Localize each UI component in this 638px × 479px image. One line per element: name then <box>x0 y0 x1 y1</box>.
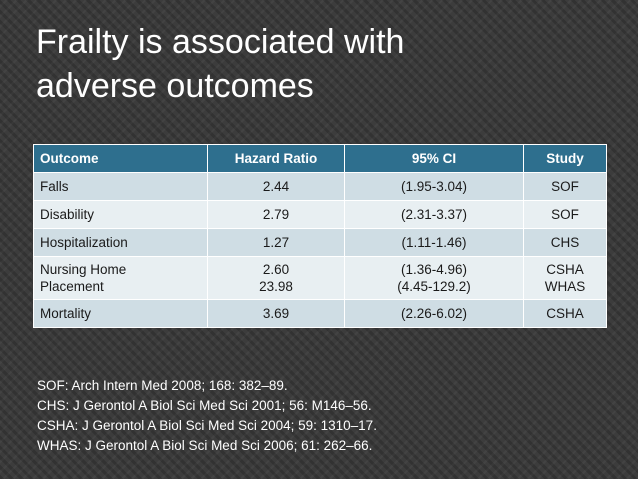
cell-ci-line: (1.95-3.04) <box>400 179 468 194</box>
cell-study: CSHA WHAS <box>523 256 607 300</box>
cell-outcome: Disability <box>33 200 208 229</box>
cell-outcome: Mortality <box>33 299 208 328</box>
cell-outcome-line: Hospitalization <box>40 235 128 250</box>
cell-study-line: WHAS <box>544 279 586 294</box>
header-outcome: Outcome <box>33 144 208 173</box>
cell-hazard-ratio-line: 2.44 <box>262 179 290 194</box>
table-row: Falls 2.44 (1.95-3.04) SOF <box>33 172 607 201</box>
cell-outcome: Hospitalization <box>33 228 208 257</box>
cell-study: SOF <box>523 200 607 229</box>
cell-ci-line: (4.45-129.2) <box>397 279 471 294</box>
reference-sof: SOF: Arch Intern Med 2008; 168: 382–89. <box>37 378 288 393</box>
cell-hazard-ratio: 3.69 <box>207 299 345 328</box>
cell-hazard-ratio: 1.27 <box>207 228 345 257</box>
cell-ci-line: (1.11-1.46) <box>401 235 467 250</box>
cell-hazard-ratio-line: 1.27 <box>262 235 290 250</box>
cell-ci: (2.26-6.02) <box>344 299 524 328</box>
cell-study-line: SOF <box>551 207 579 222</box>
cell-hazard-ratio: 2.79 <box>207 200 345 229</box>
reference-chs: CHS: J Gerontol A Biol Sci Med Sci 2001;… <box>37 398 372 413</box>
cell-study: SOF <box>523 172 607 201</box>
table-row: Disability 2.79 (2.31-3.37) SOF <box>33 200 607 229</box>
cell-ci-line: (2.31-3.37) <box>400 207 468 222</box>
table-row: Hospitalization 1.27 (1.11-1.46) CHS <box>33 228 607 257</box>
cell-outcome-line: Placement <box>40 279 104 294</box>
cell-hazard-ratio: 2.60 23.98 <box>207 256 345 300</box>
cell-hazard-ratio-line: 2.79 <box>262 207 290 222</box>
reference-csha: CSHA: J Gerontol A Biol Sci Med Sci 2004… <box>37 418 377 433</box>
cell-ci-line: (2.26-6.02) <box>400 306 468 321</box>
cell-hazard-ratio: 2.44 <box>207 172 345 201</box>
cell-ci: (2.31-3.37) <box>344 200 524 229</box>
header-hazard-ratio: Hazard Ratio <box>207 144 345 173</box>
cell-study-line: CHS <box>550 235 580 250</box>
cell-hazard-ratio-line: 3.69 <box>262 306 290 321</box>
table-row: Nursing Home Placement 2.60 23.98 (1.36-4.96… <box>33 256 607 300</box>
cell-hazard-ratio-line: 23.98 <box>259 279 293 294</box>
title-line-1: Frailty is associated with <box>36 23 405 61</box>
cell-hazard-ratio-line: 2.60 <box>262 262 290 277</box>
references: SOF: Arch Intern Med 2008; 168: 382–89. … <box>37 376 597 456</box>
slide-title: Frailty is associated with adverse outco… <box>36 20 596 108</box>
cell-study: CHS <box>523 228 607 257</box>
table-row: Mortality 3.69 (2.26-6.02) CSHA <box>33 299 607 328</box>
header-study: Study <box>523 144 607 173</box>
cell-outcome-line: Nursing Home <box>40 262 127 277</box>
cell-ci: (1.36-4.96) (4.45-129.2) <box>344 256 524 300</box>
cell-outcome: Falls <box>33 172 208 201</box>
title-line-2: adverse outcomes <box>36 67 314 105</box>
cell-outcome: Nursing Home Placement <box>33 256 208 300</box>
cell-outcome-line: Falls <box>40 179 69 194</box>
header-ci: 95% CI <box>344 144 524 173</box>
cell-outcome-line: Disability <box>40 207 95 222</box>
cell-ci: (1.11-1.46) <box>344 228 524 257</box>
cell-ci: (1.95-3.04) <box>344 172 524 201</box>
cell-study-line: SOF <box>551 179 579 194</box>
cell-study-line: CSHA <box>546 262 584 277</box>
cell-study: CSHA <box>523 299 607 328</box>
table-header-row: Outcome Hazard Ratio 95% CI Study <box>33 144 607 173</box>
cell-outcome-line: Mortality <box>40 306 92 321</box>
cell-study-line: CSHA <box>546 306 584 321</box>
outcomes-table: Outcome Hazard Ratio 95% CI Study Falls 2… <box>33 144 607 328</box>
reference-whas: WHAS: J Gerontol A Biol Sci Med Sci 2006… <box>37 438 373 453</box>
cell-ci-line: (1.36-4.96) <box>400 262 468 277</box>
